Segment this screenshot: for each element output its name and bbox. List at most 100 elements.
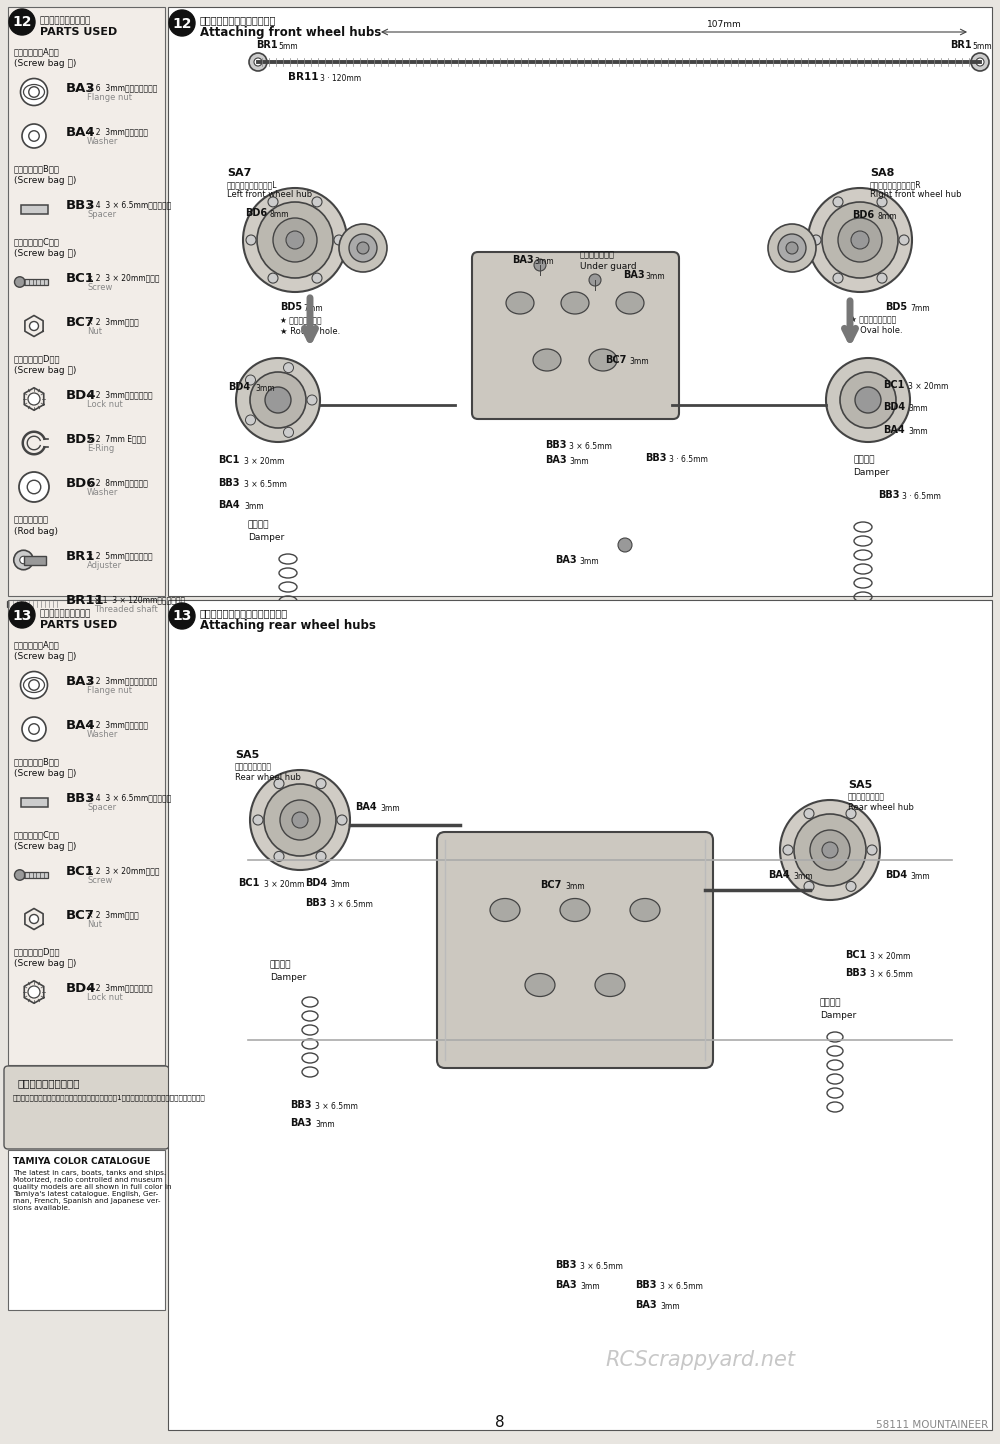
Text: BD6: BD6 xyxy=(852,209,874,219)
Circle shape xyxy=(268,196,278,206)
Text: （ビス袋詬（B））: （ビス袋詬（B）） xyxy=(14,757,60,765)
Text: Screw: Screw xyxy=(87,877,112,885)
Circle shape xyxy=(253,814,263,825)
Text: 58111 MOUNTAINEER: 58111 MOUNTAINEER xyxy=(876,1419,988,1430)
Text: 3 · 6.5mm: 3 · 6.5mm xyxy=(669,455,708,464)
Text: （フロントハブのとりつけ）: （フロントハブのとりつけ） xyxy=(200,14,276,25)
Text: 3 × 6.5mm: 3 × 6.5mm xyxy=(870,970,913,979)
Circle shape xyxy=(245,375,255,386)
Text: BC7: BC7 xyxy=(540,879,561,890)
Circle shape xyxy=(589,274,601,286)
Circle shape xyxy=(778,234,806,261)
Text: 3 × 6.5mm: 3 × 6.5mm xyxy=(330,900,373,910)
Text: 3 × 6.5mm: 3 × 6.5mm xyxy=(580,1262,623,1271)
Text: BD5: BD5 xyxy=(885,302,907,312)
Bar xyxy=(20,205,48,214)
Circle shape xyxy=(833,273,843,283)
Text: Rear wheel hub: Rear wheel hub xyxy=(848,803,914,812)
Circle shape xyxy=(899,235,909,245)
Text: × 2  3mmナット: × 2 3mmナット xyxy=(87,910,139,918)
Bar xyxy=(168,7,992,596)
Circle shape xyxy=(867,845,877,855)
Text: Under guard: Under guard xyxy=(580,261,637,271)
Text: × 2  3mmワッシャー: × 2 3mmワッシャー xyxy=(87,127,148,136)
Text: ★ 中心の穴が円形: ★ 中心の穴が円形 xyxy=(280,316,322,325)
Ellipse shape xyxy=(525,973,555,996)
Text: Spacer: Spacer xyxy=(87,209,116,219)
Circle shape xyxy=(20,78,48,105)
Bar xyxy=(24,279,48,284)
Text: 3 × 6.5mm: 3 × 6.5mm xyxy=(244,479,287,490)
Circle shape xyxy=(877,196,887,206)
Text: BA4: BA4 xyxy=(883,425,905,435)
Text: BR1: BR1 xyxy=(66,550,96,563)
Circle shape xyxy=(312,273,322,283)
Text: BB3: BB3 xyxy=(635,1279,656,1289)
Bar xyxy=(8,601,165,1066)
Text: BD6: BD6 xyxy=(245,208,267,218)
Text: 7mm: 7mm xyxy=(303,305,323,313)
Circle shape xyxy=(243,188,347,292)
Text: 7mm: 7mm xyxy=(910,305,930,313)
Bar xyxy=(8,1149,165,1310)
Circle shape xyxy=(264,784,336,856)
Text: （使用する小物金具）: （使用する小物金具） xyxy=(40,16,91,25)
Circle shape xyxy=(27,481,41,494)
Circle shape xyxy=(808,188,912,292)
Text: SA5: SA5 xyxy=(235,749,259,760)
Text: 3mm: 3mm xyxy=(908,404,928,413)
Text: Spacer: Spacer xyxy=(87,803,116,812)
Circle shape xyxy=(268,273,278,283)
Text: ダンパー: ダンパー xyxy=(270,960,292,969)
Text: Left front wheel hub: Left front wheel hub xyxy=(227,191,312,199)
Text: BD4: BD4 xyxy=(885,869,907,879)
Text: 5mm: 5mm xyxy=(972,42,992,51)
Text: BC1: BC1 xyxy=(238,878,259,888)
Text: （ビス袋詬（A））: （ビス袋詬（A）） xyxy=(14,48,60,56)
Text: 3mm: 3mm xyxy=(908,427,928,436)
Text: 3mm: 3mm xyxy=(315,1121,335,1129)
Text: Attaching rear wheel hubs: Attaching rear wheel hubs xyxy=(200,619,376,632)
Circle shape xyxy=(349,234,377,261)
Text: 3mm: 3mm xyxy=(330,879,350,890)
Text: SA7: SA7 xyxy=(227,168,251,178)
Text: BA3: BA3 xyxy=(66,82,96,95)
Text: BA3: BA3 xyxy=(66,674,96,687)
Text: BC1: BC1 xyxy=(883,380,904,390)
Circle shape xyxy=(29,680,39,690)
Text: Screw: Screw xyxy=(87,283,112,292)
Text: E-Ring: E-Ring xyxy=(87,443,114,453)
Text: ★ Oval hole.: ★ Oval hole. xyxy=(850,326,903,335)
Circle shape xyxy=(316,778,326,788)
Text: BA3: BA3 xyxy=(623,270,645,280)
Text: （ロッド袋詬）: （ロッド袋詬） xyxy=(14,516,49,524)
Text: Lock nut: Lock nut xyxy=(87,993,123,1002)
Text: (Rod bag): (Rod bag) xyxy=(14,527,58,536)
Text: BB3: BB3 xyxy=(645,453,666,464)
Ellipse shape xyxy=(595,973,625,996)
Text: × 2  3mmロックナット: × 2 3mmロックナット xyxy=(87,983,153,992)
Text: 3mm: 3mm xyxy=(660,1302,680,1311)
Text: 3mm: 3mm xyxy=(793,872,813,881)
Text: BC7: BC7 xyxy=(66,316,95,329)
Text: SA8: SA8 xyxy=(870,168,894,178)
Text: 3 × 20mm: 3 × 20mm xyxy=(908,383,948,391)
Text: × 2  3mmロックナット: × 2 3mmロックナット xyxy=(87,390,153,399)
Text: BB3: BB3 xyxy=(545,440,566,451)
Circle shape xyxy=(236,358,320,442)
Circle shape xyxy=(768,224,816,271)
Circle shape xyxy=(246,235,256,245)
Circle shape xyxy=(30,322,38,331)
Circle shape xyxy=(846,881,856,891)
Text: （ビス袋詬（D））: （ビス袋詬（D）） xyxy=(14,354,60,362)
Text: フロントホイールハブL: フロントホイールハブL xyxy=(227,180,278,189)
Text: リヤホイールハブ: リヤホイールハブ xyxy=(848,791,885,801)
Circle shape xyxy=(877,273,887,283)
Text: BC1: BC1 xyxy=(218,455,239,465)
Circle shape xyxy=(316,852,326,862)
Circle shape xyxy=(822,202,898,279)
Text: 3mm: 3mm xyxy=(534,257,554,266)
Circle shape xyxy=(28,986,40,998)
Text: BR1: BR1 xyxy=(950,40,972,51)
Text: 3mm: 3mm xyxy=(255,384,275,393)
